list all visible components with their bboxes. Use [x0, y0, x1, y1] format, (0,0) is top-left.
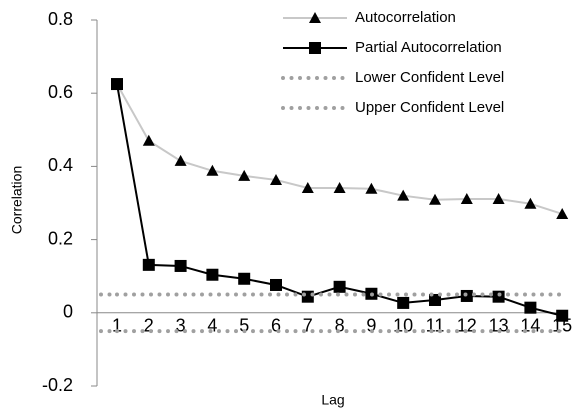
- legend-label: Partial Autocorrelation: [355, 39, 502, 56]
- data-point: [238, 169, 251, 181]
- data-point: [397, 189, 410, 201]
- x-tick-label: 6: [271, 316, 281, 336]
- data-point: [397, 296, 410, 309]
- y-tick-label: 0.8: [48, 9, 73, 29]
- data-point: [492, 192, 505, 204]
- y-tick-label: 0.6: [48, 82, 73, 102]
- y-tick-label: 0.4: [48, 155, 73, 175]
- data-point: [365, 182, 378, 194]
- data-point: [206, 268, 219, 281]
- data-point: [556, 207, 569, 219]
- x-tick-label: 4: [207, 316, 217, 336]
- legend-label: Autocorrelation: [355, 9, 456, 26]
- data-point: [206, 164, 219, 176]
- x-tick-label: 3: [176, 316, 186, 336]
- data-point: [429, 193, 441, 205]
- legend-marker: [309, 12, 321, 23]
- x-axis-title: Lag: [321, 392, 344, 408]
- data-point: [556, 309, 569, 322]
- data-point: [270, 173, 282, 185]
- y-tick-label: 0: [63, 302, 73, 322]
- x-tick-label: 14: [520, 316, 540, 336]
- legend-label: Lower Confident Level: [355, 69, 504, 86]
- legend-label: Upper Confident Level: [355, 99, 504, 116]
- data-point: [174, 154, 187, 166]
- x-tick-label: 1: [112, 316, 122, 336]
- data-point: [142, 258, 155, 271]
- y-tick-label: -0.2: [42, 375, 73, 395]
- data-point: [429, 293, 441, 306]
- data-point: [238, 272, 251, 285]
- data-point: [174, 259, 187, 272]
- x-tick-label: 13: [489, 316, 509, 336]
- data-point: [524, 301, 537, 314]
- data-point: [524, 197, 537, 209]
- data-point: [492, 290, 505, 303]
- data-point: [301, 290, 314, 303]
- data-point: [301, 181, 314, 193]
- data-point: [333, 280, 346, 293]
- y-tick-label: 0.2: [48, 228, 73, 248]
- data-point: [460, 192, 473, 204]
- legend-marker: [309, 42, 321, 54]
- x-tick-label: 12: [457, 316, 477, 336]
- x-tick-label: 11: [426, 316, 445, 336]
- x-tick-label: 8: [335, 316, 345, 336]
- y-axis-title: Correlation: [9, 166, 25, 234]
- x-tick-label: 7: [303, 316, 313, 336]
- x-tick-label: 5: [239, 316, 249, 336]
- data-point: [111, 78, 123, 91]
- data-point: [333, 181, 346, 193]
- data-point: [270, 278, 282, 291]
- x-tick-label: 9: [366, 316, 376, 336]
- data-point: [142, 134, 155, 146]
- x-tick-label: 2: [144, 316, 154, 336]
